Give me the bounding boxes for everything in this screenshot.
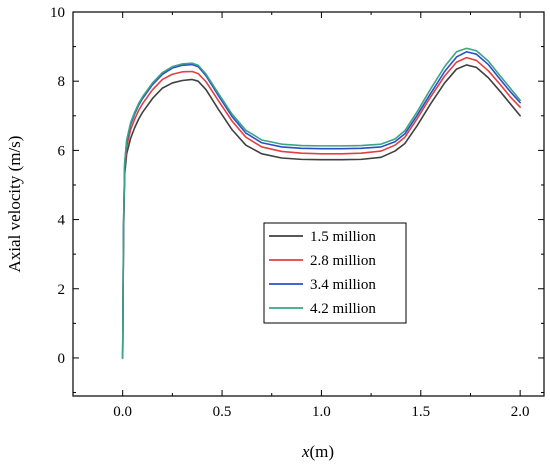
x-tick-label: 0.0 xyxy=(113,404,132,420)
x-tick-label: 2.0 xyxy=(511,404,530,420)
x-axis-variable: x xyxy=(301,442,310,461)
x-axis-title: x(m) xyxy=(301,442,334,461)
y-tick-label: 6 xyxy=(58,143,66,159)
series-line-2 xyxy=(121,56,521,359)
legend-label-2: 2.8 million xyxy=(310,253,376,269)
legend-label-1: 1.5 million xyxy=(310,229,376,245)
axis-ticks: 0.0 0.5 1.0 1.5 2.0 0 2 4 6 8 10 xyxy=(50,5,544,420)
y-tick-label: 8 xyxy=(58,74,66,90)
legend: 1.5 million 2.8 million 3.4 million 4.2 mil… xyxy=(263,222,407,324)
y-tick-label: 0 xyxy=(58,351,66,367)
legend-box xyxy=(263,222,407,324)
x-tick-label: 0.5 xyxy=(213,404,232,420)
legend-label-4: 4.2 million xyxy=(310,301,376,317)
x-axis-unit: (m) xyxy=(310,442,335,461)
y-tick-label: 2 xyxy=(58,282,66,298)
y-tick-label: 4 xyxy=(58,213,66,229)
legend-label-3: 3.4 million xyxy=(310,277,376,293)
x-tick-label: 1.0 xyxy=(312,404,331,420)
y-tick-label: 10 xyxy=(50,5,65,21)
series-line-4 xyxy=(121,47,521,359)
x-tick-label: 1.5 xyxy=(411,404,430,420)
plot-frame xyxy=(72,11,545,397)
y-axis-title: Axial velocity (m/s) xyxy=(5,136,24,273)
series-lines xyxy=(121,47,521,359)
series-line-1 xyxy=(121,64,521,359)
